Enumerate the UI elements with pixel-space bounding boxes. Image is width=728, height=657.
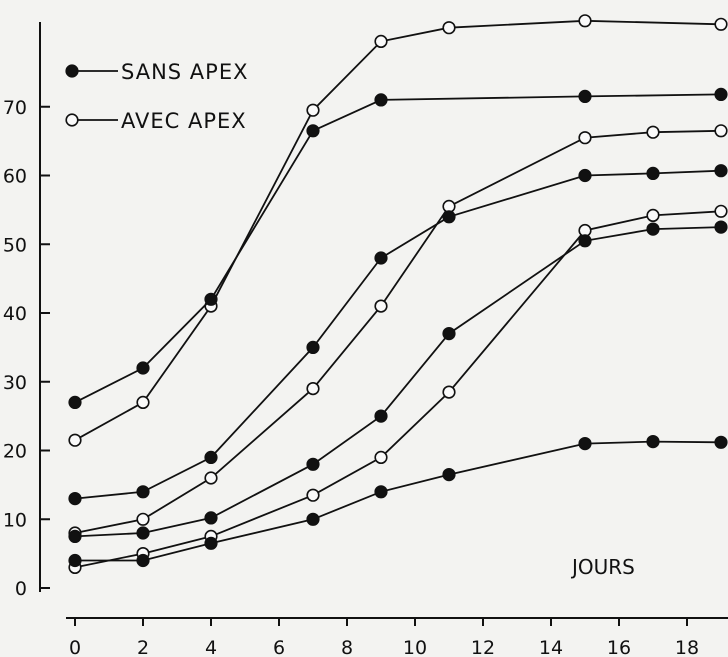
data-point-open (306, 488, 320, 502)
x-axis-label: JOURS (570, 555, 635, 579)
series-2 (68, 87, 728, 410)
data-point-open (578, 131, 592, 145)
data-point-filled (374, 93, 388, 107)
data-point-filled (714, 220, 728, 234)
series-6 (68, 220, 728, 544)
y-tick-label: 30 (3, 372, 27, 394)
data-point-filled (306, 457, 320, 471)
data-point-open (714, 204, 728, 218)
data-point-filled (578, 437, 592, 451)
data-point-open (714, 124, 728, 138)
x-tick-label: 18 (675, 637, 699, 657)
data-point-filled (374, 485, 388, 499)
data-point-filled (646, 166, 660, 180)
data-point-open (204, 471, 218, 485)
data-point-filled (306, 340, 320, 355)
data-point-open (306, 103, 320, 117)
x-tick-label: 0 (69, 637, 81, 657)
series-line (74, 169, 722, 500)
x-tick-label: 10 (403, 637, 427, 657)
data-point-filled (68, 529, 82, 544)
series-5 (68, 204, 728, 575)
data-point-filled (714, 164, 728, 178)
data-point-filled (68, 395, 82, 410)
data-point-filled (68, 492, 82, 506)
y-tick-label: 60 (3, 166, 27, 188)
data-point-open (136, 512, 150, 526)
series-7 (68, 435, 728, 568)
data-point-filled (442, 327, 456, 341)
data-point-filled (646, 222, 660, 236)
data-point-filled (714, 435, 728, 449)
data-point-filled (306, 512, 320, 526)
data-point-filled (204, 450, 218, 465)
data-point-filled (578, 89, 592, 103)
data-point-open (136, 395, 150, 410)
x-tick-label: 4 (205, 637, 217, 657)
data-point-filled (442, 210, 456, 224)
data-point-open (442, 21, 456, 35)
y-tick-label: 40 (3, 303, 27, 325)
data-point-filled (578, 168, 592, 183)
series-group (68, 14, 728, 575)
data-point-filled (68, 553, 82, 568)
data-point-open (374, 450, 388, 465)
series-3 (68, 124, 728, 540)
data-point-filled (136, 526, 150, 540)
data-point-filled (204, 511, 218, 525)
data-point-open (646, 208, 660, 222)
data-point-open (646, 125, 660, 139)
y-tick-label: 20 (3, 441, 27, 463)
data-point-filled (306, 124, 320, 138)
series-line (74, 19, 722, 441)
data-point-open (578, 14, 592, 28)
series-line (74, 210, 722, 569)
y-tick-label: 70 (3, 97, 27, 119)
data-point-open (714, 17, 728, 31)
data-point-open (306, 382, 320, 396)
x-tick-label: 8 (341, 637, 353, 657)
data-point-filled (374, 409, 388, 423)
x-tick-label: 2 (137, 637, 149, 657)
series-1 (68, 14, 728, 447)
x-tick-label: 14 (539, 637, 563, 657)
data-point-filled (578, 234, 592, 248)
data-point-filled (136, 553, 150, 568)
series-line (74, 226, 722, 538)
data-point-open (374, 299, 388, 313)
series-4 (68, 164, 728, 506)
data-point-filled (442, 468, 456, 482)
data-point-filled (714, 87, 728, 101)
data-point-filled (204, 292, 218, 306)
legend-label: SANS APEX (121, 60, 248, 84)
data-point-filled (136, 361, 150, 375)
y-tick-label: 10 (3, 509, 27, 531)
series-line (74, 129, 722, 534)
x-tick-label: 6 (273, 637, 285, 657)
x-tick-label: 16 (607, 637, 631, 657)
legend-marker-open (65, 113, 79, 127)
data-point-filled (374, 251, 388, 265)
legend: SANS APEX AVEC APEX (65, 60, 248, 133)
y-tick-label: 50 (3, 234, 27, 256)
axes: 0 10 20 30 40 50 60 70 0 2 4 6 8 10 12 14 16 18 (3, 22, 728, 657)
data-point-filled (646, 435, 660, 449)
data-point-open (442, 385, 456, 399)
data-point-filled (204, 536, 218, 550)
legend-marker-filled (65, 64, 79, 78)
legend-label: AVEC APEX (121, 109, 247, 133)
data-point-filled (136, 485, 150, 499)
x-tick-label: 12 (471, 637, 495, 657)
data-point-open (374, 34, 388, 49)
data-point-open (68, 433, 82, 447)
y-tick-label: 0 (15, 578, 27, 600)
